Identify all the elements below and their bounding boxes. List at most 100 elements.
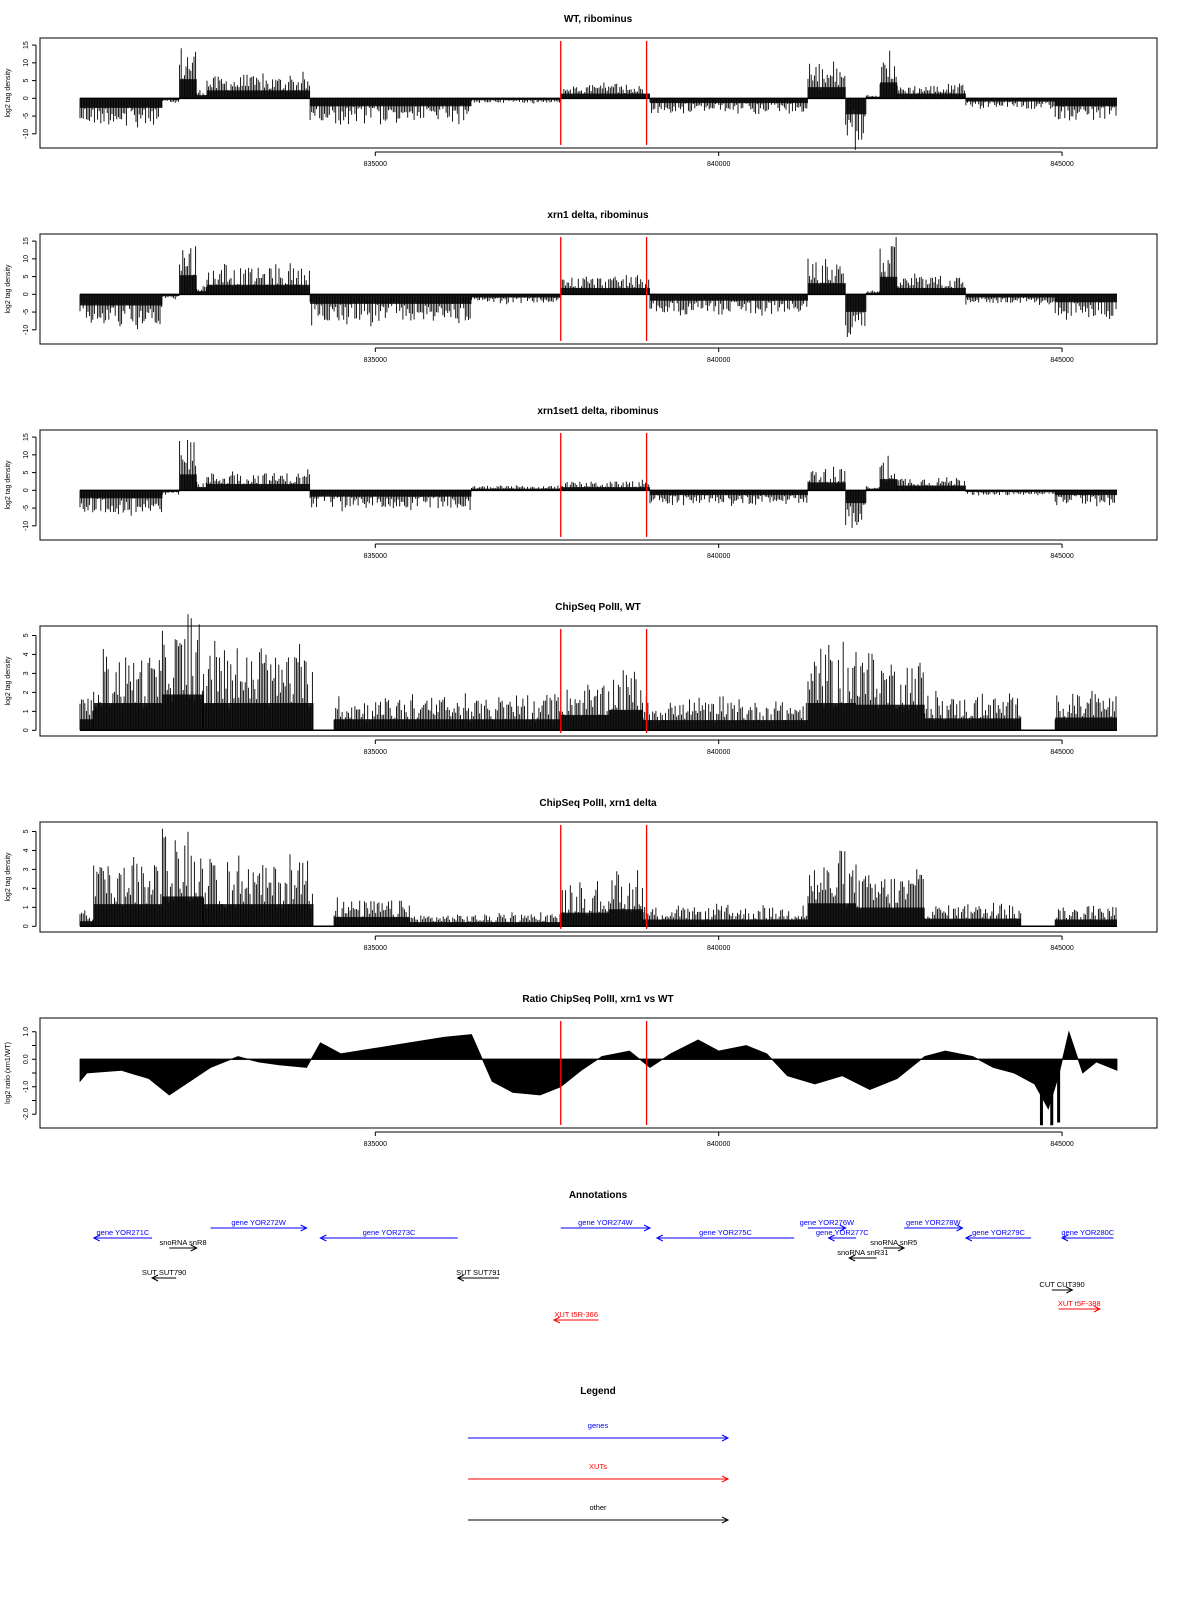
y-tick-label: 10 [23,451,30,459]
x-tick-label: 845000 [1050,749,1073,756]
annotation-feature: gene YOR276W [800,1218,855,1232]
y-tick-label: 1 [23,905,30,909]
y-axis-label: log2 tag density [5,852,12,902]
y-tick-label: 0 [23,96,30,100]
arrow-head-icon [456,1274,464,1282]
data-bar [203,703,314,731]
y-tick-label: 3 [23,867,30,871]
annotation-feature: gene YOR272W [210,1218,308,1232]
x-tick-label: 845000 [1050,357,1073,364]
feature-label: XUT t5F-388 [1058,1299,1101,1308]
data-bar [334,916,410,927]
y-tick-label: -10 [23,325,30,335]
data-bar [650,294,808,301]
y-tick-label: -1.0 [23,1081,30,1093]
y-axis-label: log2 ratio (xrn1/WT) [5,1042,12,1104]
y-tick-label: 5 [23,275,30,279]
ratio-spike [1039,1059,1043,1126]
plot-frame [39,821,1158,933]
arrow-head-icon [964,1234,973,1242]
panel-6: Ratio ChipSeq PolII, xrn1 vs WT -2.0 -1.0 0… [5,994,1158,1148]
feature-label: gene YOR272W [231,1218,286,1227]
annotation-feature: gene YOR278W [904,1218,964,1232]
arrow-head-icon [150,1274,159,1282]
annotation-feature: XUT t5F-388 [1058,1299,1101,1313]
data-bar [856,704,925,731]
data-bar [643,919,808,927]
data-bar [80,921,94,927]
annotation-feature: CUT CUT390 [1039,1280,1085,1294]
x-tick-label: 840000 [707,1141,730,1148]
panel-5: ChipSeq PolII, xrn1 delta 0 1 2 3 4 5 log2 tag … [5,798,1158,952]
data-bar [162,294,180,296]
annotation-feature: snoRNA snR8 [159,1238,207,1252]
arrow-head-icon [190,1244,198,1252]
x-tick-label: 845000 [1050,1141,1073,1148]
feature-label: gene YOR275C [699,1228,752,1237]
feature-label: gene YOR276W [800,1218,855,1227]
arrow-head-icon [721,1434,730,1442]
y-tick-label: 1 [23,709,30,713]
legend-label: XUTs [589,1462,607,1471]
annotations-title: Annotations [569,1190,628,1201]
annotation-feature: gene YOR280C [1060,1228,1115,1242]
arrow-head-icon [300,1224,308,1232]
arrow-head-icon [839,1224,847,1232]
x-tick-label: 845000 [1050,161,1073,168]
feature-label: XUT t5R-366 [554,1310,598,1319]
arrow-head-icon [92,1234,100,1242]
y-axis-label: log2 tag density [5,460,12,510]
legend-item: other [468,1503,730,1524]
arrow-head-icon [827,1234,835,1242]
data-bar [310,490,472,497]
bar-series [79,828,1117,927]
data-bar [866,488,881,491]
plot-frame [39,625,1158,737]
arrow-head-icon [655,1234,664,1242]
ratio-spikes [1039,1059,1061,1126]
arrow-head-icon [1066,1286,1074,1294]
data-bar [93,904,163,927]
legend-title: Legend [580,1386,616,1397]
data-bar [310,98,472,107]
y-tick-label: -5 [23,309,30,315]
data-bar [310,294,472,304]
y-tick-label: 2 [23,690,30,694]
y-tick-label: 15 [23,433,30,441]
ratio-spike [1057,1059,1061,1123]
data-bar [162,490,180,492]
y-axis-label: log2 tag density [5,68,12,118]
feature-label: CUT CUT390 [1039,1280,1084,1289]
data-bar [880,479,898,491]
feature-label: gene YOR280C [1061,1228,1114,1237]
panel-title: xrn1set1 delta, ribominus [537,406,659,417]
data-bar [866,96,881,99]
panel-3: xrn1set1 delta, ribominus -10 -5 0 5 10 15 log2… [5,406,1158,560]
feature-label: snoRNA snR5 [870,1238,917,1247]
x-tick-label: 835000 [364,553,387,560]
feature-label: snoRNA snR31 [837,1248,888,1257]
x-tick-label: 840000 [707,945,730,952]
x-tick-label: 840000 [707,357,730,364]
annotation-feature: gene YOR271C [92,1228,153,1242]
x-tick-label: 835000 [364,945,387,952]
data-bar [93,703,163,731]
panel-2: xrn1 delta, ribominus -10 -5 0 5 10 15 log2 tag… [5,210,1158,364]
bar-series [79,48,1117,150]
feature-label: gene YOR279C [972,1228,1025,1237]
arrow-head-icon [1093,1305,1101,1313]
annotation-feature: gene YOR273C [319,1228,458,1242]
y-tick-label: 4 [23,652,30,656]
ratio-area [79,1030,1118,1110]
data-bar [1055,490,1117,496]
data-bar [897,485,966,491]
plot-frame [39,37,1158,149]
legend-item: genes [468,1421,730,1442]
data-bar [162,98,180,100]
annotation-feature: snoRNA snR31 [837,1248,889,1262]
annotation-feature: gene YOR274W [560,1218,652,1232]
data-bar [856,907,925,927]
annotation-feature: gene YOR279C [964,1228,1032,1242]
